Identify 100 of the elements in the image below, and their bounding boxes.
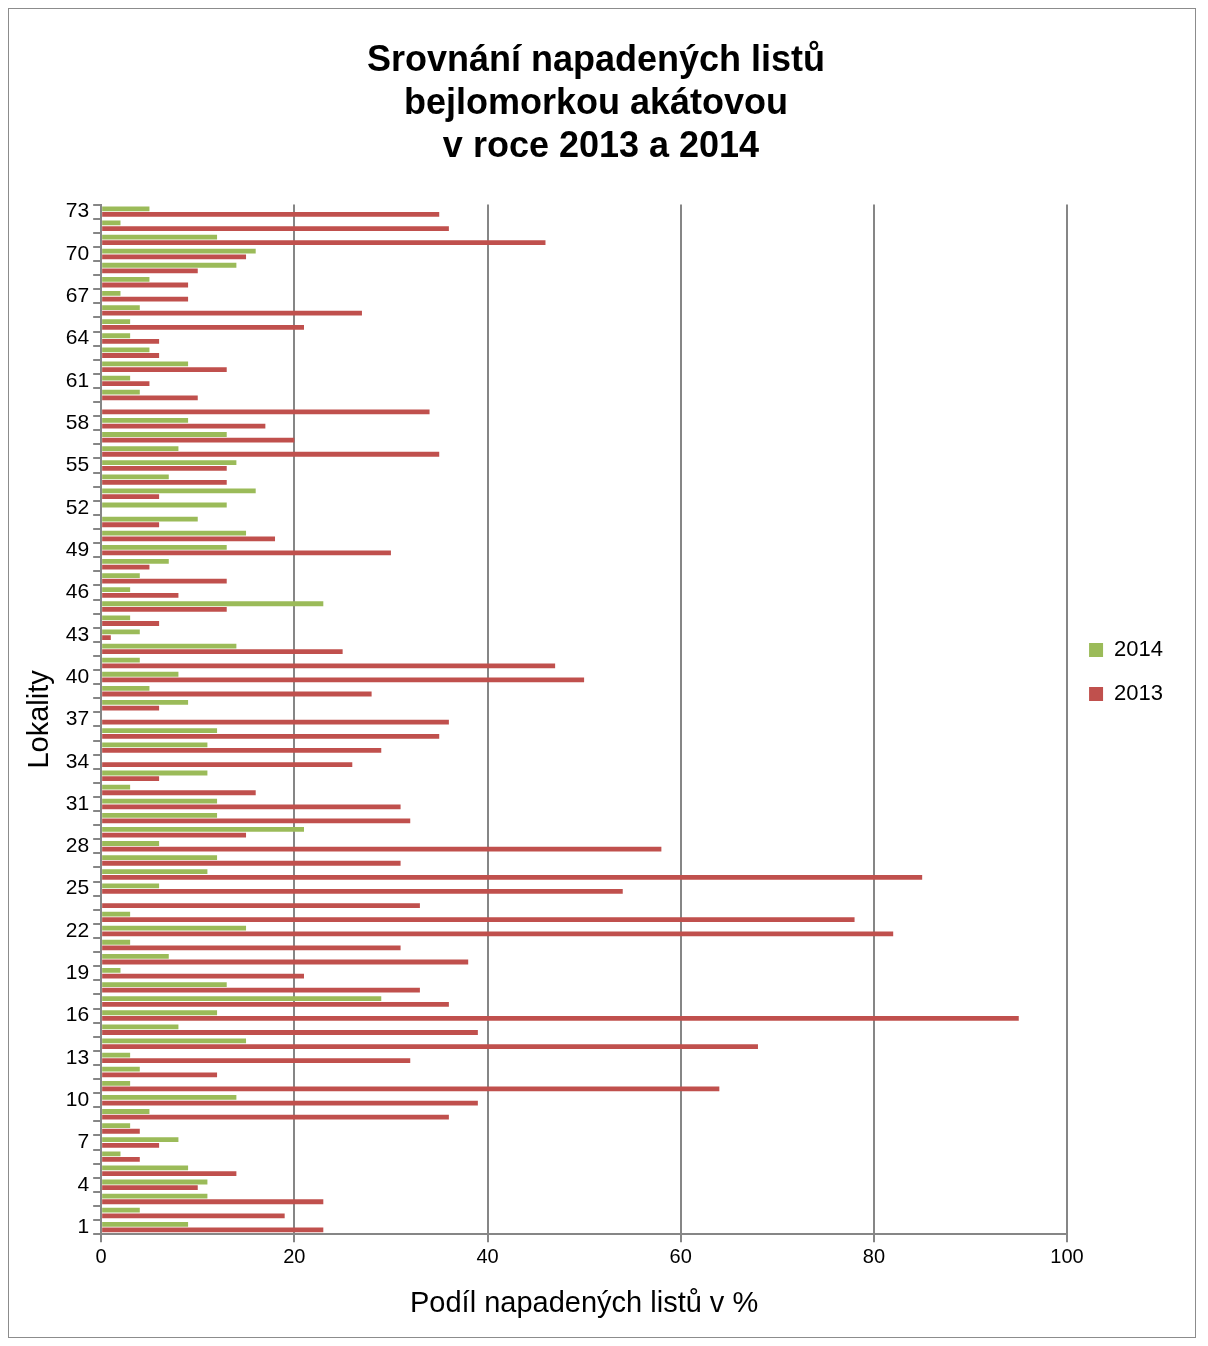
bar [102, 860, 401, 866]
bar [102, 671, 179, 677]
y-tick-label: 55 [65, 452, 90, 476]
bar [102, 776, 160, 782]
y-tick-label: 70 [65, 240, 90, 264]
y-tick-label: 31 [65, 790, 90, 814]
bar [102, 846, 662, 852]
y-tick-label: 37 [65, 706, 90, 730]
bar [102, 1072, 218, 1078]
bar [102, 869, 208, 875]
bar [102, 291, 121, 296]
bar [102, 465, 227, 471]
bar [102, 1185, 198, 1191]
bar [102, 1114, 449, 1120]
bar [102, 1016, 1019, 1021]
bar [102, 1207, 140, 1213]
bar [102, 1066, 140, 1072]
x-tick-label: 80 [862, 1244, 885, 1267]
bar [102, 987, 420, 993]
bar [102, 1213, 285, 1219]
bar [102, 790, 256, 796]
bar [102, 953, 169, 959]
bar [102, 827, 304, 832]
bar [102, 522, 160, 528]
bar [102, 968, 121, 973]
y-tick-label: 10 [65, 1087, 90, 1111]
y-tick-label: 4 [77, 1171, 90, 1195]
x-tick-label: 60 [669, 1244, 692, 1267]
y-tick-label: 7 [77, 1129, 90, 1153]
bar [102, 663, 556, 669]
x-tick-label: 0 [95, 1244, 107, 1267]
bar [102, 310, 362, 316]
bar [102, 544, 227, 550]
bar [102, 305, 140, 310]
bar [102, 883, 160, 889]
y-tick-label: 22 [65, 917, 90, 941]
bar [102, 1142, 160, 1148]
bar [102, 657, 140, 663]
y-tick-label: 16 [65, 1002, 90, 1026]
y-tick-label: 40 [65, 663, 90, 687]
x-tick-label: 40 [476, 1244, 499, 1267]
bar [102, 1199, 324, 1205]
bar [102, 733, 440, 739]
bar [102, 319, 131, 325]
bar [102, 931, 894, 937]
bar [102, 1044, 758, 1050]
y-tick-label: 64 [65, 325, 90, 349]
x-tick-label: 20 [283, 1244, 306, 1267]
y-tick-label: 49 [65, 536, 90, 560]
bar [102, 798, 218, 804]
bar [102, 601, 324, 607]
bar [102, 700, 189, 705]
y-tick-label: 13 [65, 1044, 90, 1068]
bar [102, 347, 150, 353]
bar [102, 339, 160, 344]
bar [102, 1193, 208, 1199]
y-tick-label: 34 [65, 748, 90, 772]
y-tick-label: 46 [65, 579, 90, 603]
bar [102, 248, 256, 254]
bar [102, 742, 208, 748]
bar [102, 389, 140, 395]
bar [102, 1030, 478, 1035]
y-tick-label: 25 [65, 875, 90, 899]
bar [102, 685, 150, 691]
bar [102, 418, 189, 423]
bar [102, 268, 198, 274]
y-tick-label: 73 [65, 198, 90, 222]
bar [102, 536, 276, 542]
bar [102, 812, 218, 818]
bar [102, 206, 150, 212]
bar [102, 606, 227, 612]
bar [102, 1001, 449, 1007]
bar [102, 635, 111, 640]
bar [102, 1109, 150, 1114]
bar [102, 226, 449, 231]
bar [102, 276, 150, 282]
bar [102, 516, 198, 522]
bar [102, 982, 227, 987]
y-tick-label: 67 [65, 283, 90, 307]
bar [102, 451, 440, 457]
bar [102, 615, 131, 621]
bar [102, 719, 449, 725]
bar [102, 262, 237, 268]
bar [102, 1123, 131, 1128]
y-tick-label: 58 [65, 410, 90, 434]
bar [102, 748, 382, 753]
bar [102, 903, 420, 908]
bar [102, 474, 169, 480]
bar [102, 460, 237, 466]
bar [102, 1171, 237, 1176]
bar [102, 1128, 140, 1134]
bar [102, 1058, 411, 1064]
bar [102, 728, 218, 734]
bar [102, 945, 401, 951]
bar [102, 917, 855, 923]
bar [102, 333, 131, 339]
bar [102, 841, 160, 846]
y-tick-label: 61 [65, 367, 90, 391]
bar [102, 855, 218, 861]
chart-title: Srovnání napadených listů bejlomorkou akátovou v roce 2013 a 2014 [366, 37, 826, 165]
